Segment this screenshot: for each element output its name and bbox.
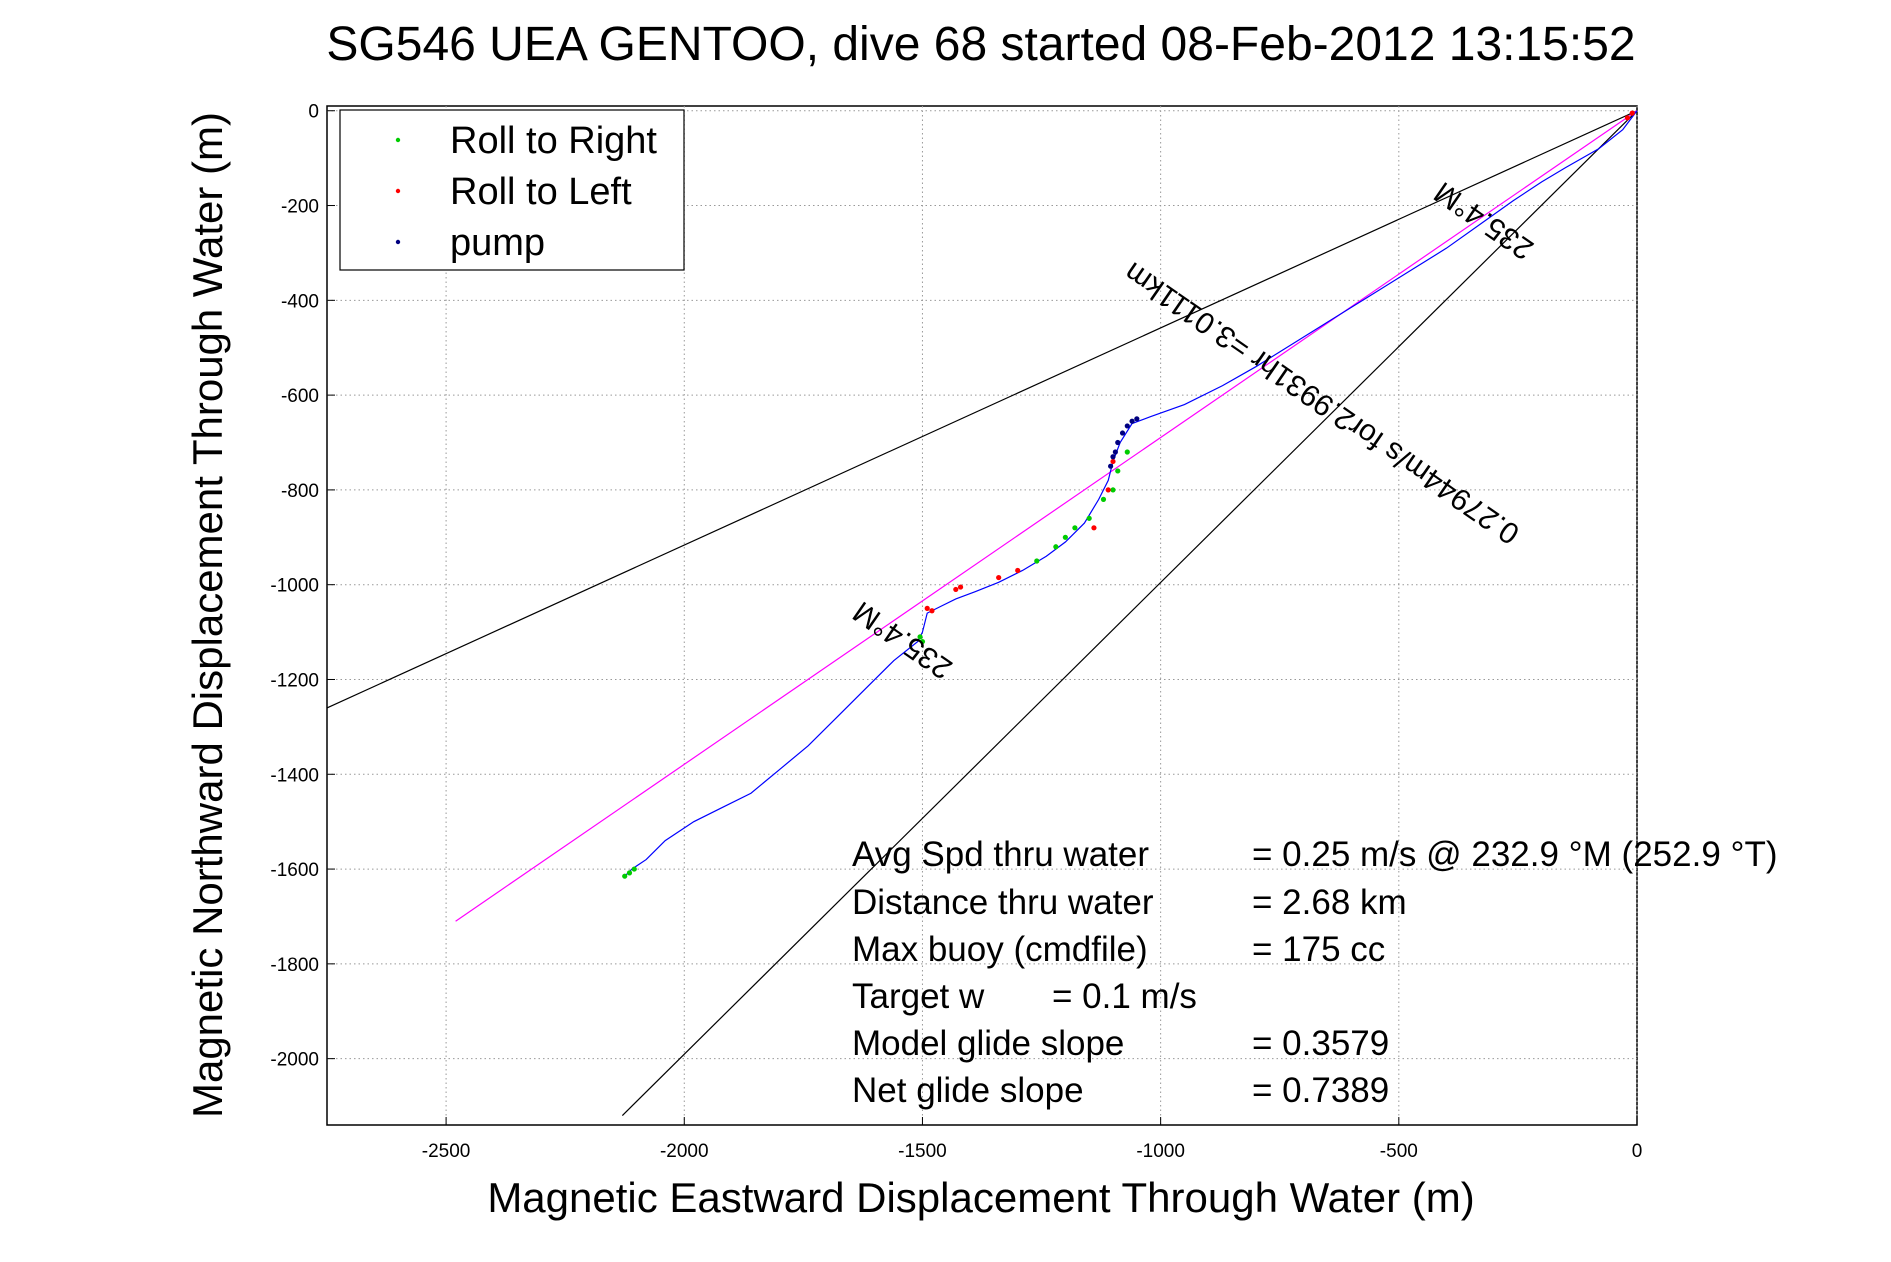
y-tick-label: -2000 [270, 1050, 319, 1071]
y-tick-label: 0 [308, 102, 319, 123]
reference-line-0 [327, 110, 1637, 709]
x-ticks: -2500 -2000 -1500 -1000 -500 0 [422, 1117, 1643, 1162]
stat-label-target-w: Target w [852, 977, 985, 1016]
pump-point [1134, 416, 1140, 422]
roll-left-point [996, 574, 1002, 581]
pump-point [1108, 463, 1114, 469]
legend-label-pump: pump [450, 222, 545, 264]
roll-left-point [1015, 567, 1021, 574]
y-tick-label: -800 [281, 481, 319, 502]
pump-point [1129, 418, 1135, 424]
roll-right-point [1034, 558, 1040, 564]
chart-title: SG546 UEA GENTOO, dive 68 started 08-Feb… [326, 18, 1635, 71]
x-tick-label: -500 [1380, 1141, 1418, 1162]
roll-left-point [957, 584, 964, 590]
y-tick-label: -1000 [270, 576, 319, 597]
x-tick-label: -1500 [898, 1141, 947, 1162]
grid-lines [327, 106, 1638, 1125]
x-tick-label: -2500 [422, 1141, 471, 1162]
stat-value-distance: = 2.68 km [1252, 883, 1407, 922]
y-tick-label: -200 [281, 197, 319, 218]
x-tick-label: 0 [1632, 1141, 1643, 1162]
plot-frame [326, 105, 1638, 1126]
stats-panel: Avg Spd thru water = 0.25 m/s @ 232.9 °M… [852, 835, 1778, 1110]
stat-value-avg-speed: = 0.25 m/s @ 232.9 °M (252.9 °T) [1252, 835, 1778, 874]
y-tick-label: -400 [281, 291, 319, 312]
roll-left-point [1110, 458, 1116, 465]
pump-point [1110, 454, 1116, 460]
x-tick-label: -2000 [660, 1141, 709, 1162]
legend: Roll to Right Roll to Left pump [339, 109, 685, 271]
y-tick-label: -1800 [270, 955, 319, 976]
x-tick-label: -1000 [1136, 1141, 1185, 1162]
roll-right-point [1086, 515, 1092, 521]
reference-line-1 [621, 110, 1637, 1116]
roll-right-point [631, 866, 637, 872]
y-ticks: 0 -200 -400 -600 -800 -1000 -1200 -1400 -1600 -18… [270, 102, 335, 1071]
marker-points [622, 110, 1635, 879]
reference-lines [327, 110, 1637, 1116]
stat-label-model-glide: Model glide slope [852, 1024, 1124, 1063]
stat-label-max-buoy: Max buoy (cmdfile) [852, 930, 1148, 969]
x-axis-label: Magnetic Eastward Displacement Through W… [487, 1174, 1474, 1221]
y-tick-label: -1600 [270, 860, 319, 881]
roll-left-point [924, 605, 930, 611]
y-tick-label: -1400 [270, 765, 319, 786]
y-axis-label: Magnetic Northward Displacement Through … [184, 112, 231, 1118]
glider-track-line [624, 110, 1638, 877]
roll-right-point [1072, 525, 1078, 531]
legend-marker-roll-right [395, 137, 401, 143]
roll-left-point [929, 608, 935, 614]
y-tick-label: -600 [281, 386, 319, 407]
stat-label-avg-speed: Avg Spd thru water [852, 835, 1149, 874]
stat-label-net-glide: Net glide slope [852, 1071, 1084, 1110]
reference-line-2 [455, 110, 1637, 922]
legend-label-roll-left: Roll to Left [450, 171, 632, 213]
pump-point [1119, 430, 1126, 436]
y-tick-label: -1200 [270, 670, 319, 691]
roll-right-point [917, 634, 923, 640]
roll-left-point [1624, 115, 1631, 121]
pump-point [1124, 423, 1130, 429]
stat-value-model-glide: = 0.3579 [1252, 1024, 1389, 1063]
roll-left-point [1629, 110, 1635, 116]
roll-right-point [1062, 534, 1068, 540]
roll-right-point [1100, 496, 1107, 502]
pump-point [1115, 439, 1121, 446]
roll-right-point [1115, 468, 1121, 474]
roll-left-point [1091, 525, 1097, 531]
roll-right-point [622, 873, 628, 879]
roll-right-point [1053, 544, 1059, 550]
stat-value-target-w: = 0.1 m/s [1052, 977, 1197, 1016]
roll-right-point [626, 870, 633, 876]
roll-right-point [1110, 487, 1116, 493]
roll-right-point [919, 638, 926, 645]
stat-value-max-buoy: = 175 cc [1252, 930, 1385, 969]
legend-marker-roll-left [395, 188, 401, 194]
stat-value-net-glide: = 0.7389 [1252, 1071, 1389, 1110]
roll-right-point [1124, 449, 1130, 455]
track-lines [624, 110, 1638, 877]
roll-left-point [1105, 487, 1111, 493]
pump-point [1112, 449, 1118, 455]
stat-label-distance: Distance thru water [852, 883, 1154, 922]
legend-label-roll-right: Roll to Right [450, 120, 657, 162]
legend-marker-pump [395, 239, 401, 245]
roll-left-point [953, 586, 959, 593]
